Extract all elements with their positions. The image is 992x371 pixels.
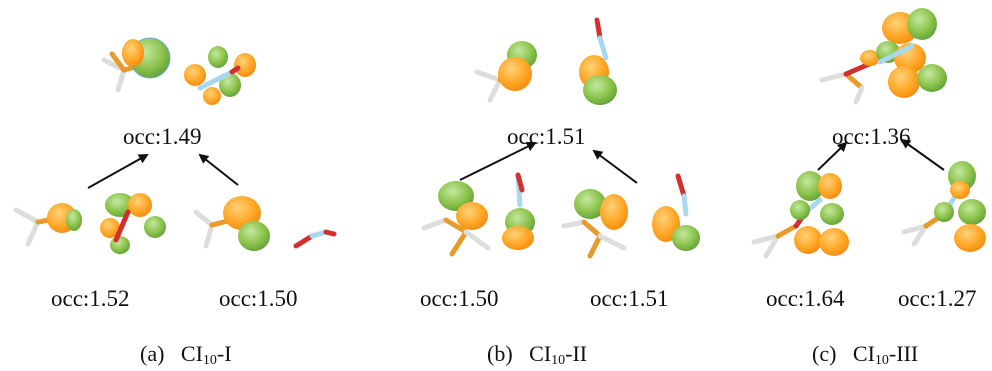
- orbital-lobe: [128, 193, 152, 217]
- panel-a-caption: (a) CI10-I: [140, 343, 232, 368]
- orbital-lobe: [790, 200, 810, 220]
- orbital-lobe: [950, 181, 970, 199]
- panel-a-bottom-right-orbital: [193, 196, 337, 251]
- orbital-lobe: [219, 73, 241, 97]
- orbital-lobe: [144, 216, 166, 238]
- orbital-lobe: [796, 171, 824, 201]
- panel-b-top-orbital: [474, 17, 617, 105]
- orbital-lobe: [958, 199, 986, 225]
- arrow: [459, 142, 537, 181]
- panel-b-bottom-right-orbital: [561, 173, 700, 259]
- panel-a-top-orbital: [101, 37, 256, 105]
- orbital-lobe: [498, 57, 532, 91]
- orbital-lobe: [652, 206, 680, 242]
- orbital-lobe: [600, 194, 628, 230]
- orbital-lobe: [100, 218, 120, 238]
- orbital-lobe: [184, 64, 206, 86]
- molecule-fragment: [561, 219, 627, 259]
- caption-suffix: -III: [888, 341, 919, 366]
- orbital-lobe: [456, 202, 488, 230]
- orbital-lobe: [203, 87, 221, 105]
- panel-a-top-occ: occ:1.49: [123, 124, 202, 149]
- panel-b-bottom-left-occ: occ:1.50: [420, 286, 499, 311]
- arrow: [900, 138, 945, 171]
- panel-c-top-orbital: [819, 8, 947, 105]
- orbital-lobe: [110, 236, 130, 254]
- caption-sub: 10: [551, 353, 566, 368]
- panel-c-bottom-right-orbital: [901, 161, 986, 252]
- orbital-lobe: [502, 226, 534, 250]
- orbital-lobe: [917, 64, 947, 92]
- caption-prefix: (a): [140, 341, 165, 366]
- panel-a-bottom-left-occ: occ:1.52: [51, 286, 130, 311]
- molecule-fragment: [819, 59, 877, 105]
- caption-base: CI: [529, 341, 552, 366]
- caption-suffix: -II: [565, 341, 588, 366]
- panel-c-bottom-left-occ: occ:1.64: [766, 286, 845, 311]
- orbital-lobe: [819, 228, 849, 256]
- panel-c-bottom-right-occ: occ:1.27: [898, 286, 977, 311]
- caption-prefix: (b): [487, 341, 513, 366]
- caption-suffix: -I: [216, 341, 232, 366]
- panel-b-caption: (b) CI10-II: [487, 343, 587, 368]
- panel-c-top-occ: occ:1.36: [832, 124, 911, 149]
- orbital-lobe: [820, 203, 844, 225]
- arrow: [817, 141, 848, 171]
- orbital-lobe: [860, 50, 880, 66]
- caption-base: CI: [180, 341, 203, 366]
- orbital-lobe: [672, 225, 700, 251]
- panel-a-bottom-left-orbital: [13, 193, 166, 254]
- orbital-lobe: [122, 39, 144, 67]
- orbital-lobe: [238, 221, 270, 251]
- caption-sub: 10: [202, 353, 217, 368]
- panel-a-bottom-right-occ: occ:1.50: [219, 286, 298, 311]
- arrow: [592, 149, 638, 184]
- molecule-fragment: [421, 217, 491, 257]
- panel-c-caption: (c) CI10-III: [812, 343, 918, 368]
- orbital-lobe: [794, 226, 822, 254]
- orbital-lobe: [208, 46, 228, 68]
- orbital-lobe: [954, 224, 986, 252]
- panel-b-bottom-left-orbital: [421, 172, 535, 257]
- orbital-lobe: [818, 173, 842, 199]
- orbital-lobe: [907, 8, 937, 40]
- caption-sub: 10: [874, 353, 889, 368]
- panel-c-bottom-left-orbital: [751, 171, 849, 259]
- orbital-lobe: [583, 75, 617, 105]
- panel-b-top-occ: occ:1.51: [507, 124, 586, 149]
- panel-b-bottom-right-occ: occ:1.51: [590, 286, 669, 311]
- caption-prefix: (c): [812, 341, 837, 366]
- orbital-lobe: [234, 53, 256, 77]
- arrow: [87, 154, 149, 189]
- arrow: [198, 153, 239, 186]
- caption-base: CI: [852, 341, 875, 366]
- orbital-lobe: [934, 202, 954, 222]
- orbital-lobe: [888, 66, 920, 98]
- orbital-lobe: [66, 209, 82, 231]
- orbital-lobe: [574, 189, 606, 219]
